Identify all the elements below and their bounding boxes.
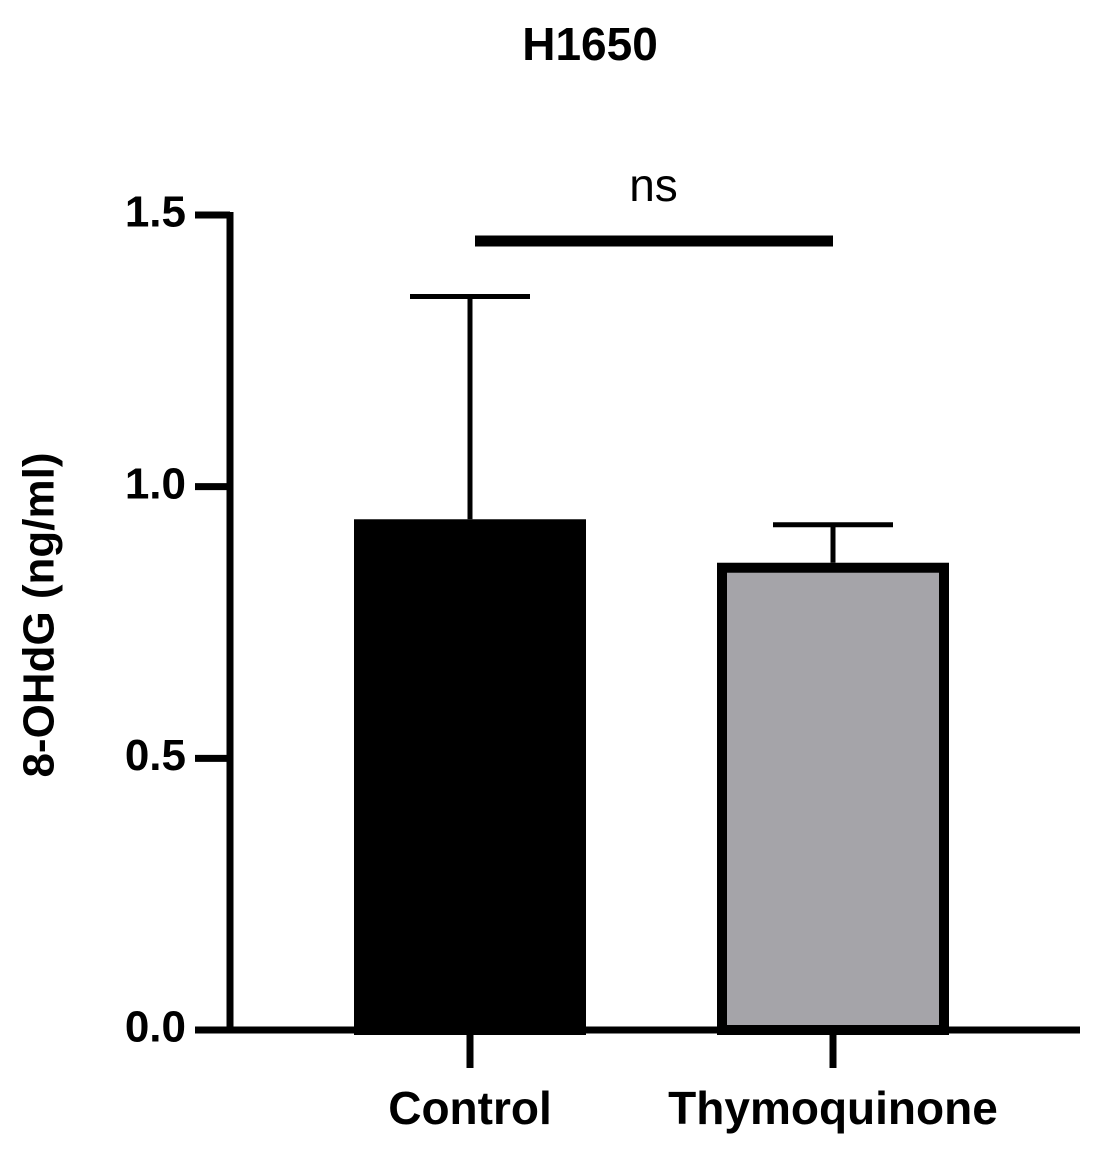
y-tick-label: 0.5 [125, 731, 186, 780]
bar [717, 562, 949, 1035]
chart-title: H1650 [522, 18, 658, 70]
y-tick-label: 1.0 [125, 459, 186, 508]
bar [354, 519, 586, 1035]
y-axis-label: 8-OHdG (ng/ml) [15, 452, 64, 777]
x-tick-label: Thymoquinone [668, 1082, 998, 1134]
y-tick-label: 0.0 [125, 1003, 186, 1052]
x-tick-label: Control [388, 1082, 552, 1134]
y-tick-label: 1.5 [125, 188, 186, 237]
significance-label: ns [629, 159, 678, 211]
